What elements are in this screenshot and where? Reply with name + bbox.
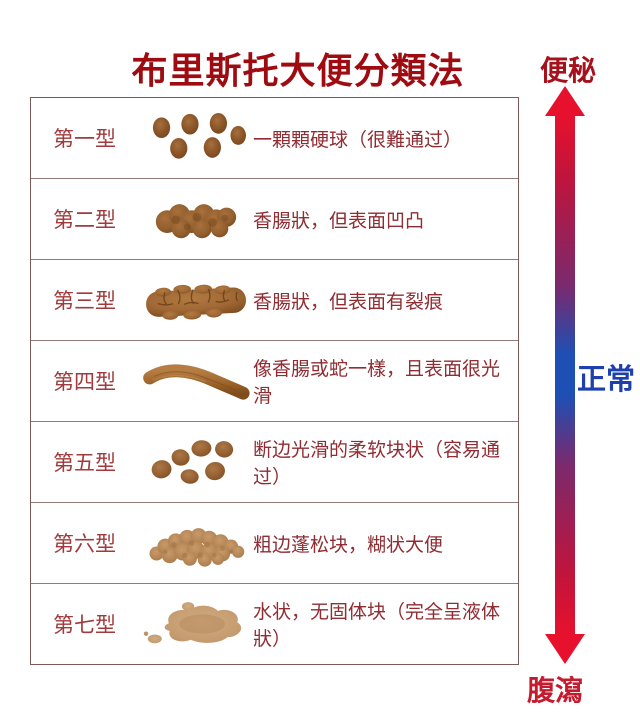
type-label: 第五型 [53, 452, 116, 475]
lumpy-sausage-icon [139, 192, 253, 246]
table-row-type-3: 第三型 [31, 260, 518, 341]
type-description: 断边光滑的柔软块状（容易通过） [253, 440, 501, 488]
type-label: 第三型 [53, 290, 116, 313]
fluffy-mush-icon [139, 517, 253, 569]
severity-scale-arrow [545, 86, 585, 664]
type-label: 第六型 [53, 533, 116, 556]
type-label: 第一型 [53, 128, 116, 151]
table-row-type-5: 第五型 断边光滑的柔软块状（容易通过） [31, 422, 518, 503]
stool-type-2-illustration [155, 204, 237, 239]
stool-type-table: 第一型 一顆顆硬球（很難通过） 第二型 [30, 97, 519, 665]
table-row-type-6: 第六型 [31, 503, 518, 584]
type-label: 第二型 [53, 209, 116, 232]
type-description: 像香腸或蛇一樣，且表面很光滑 [253, 359, 501, 407]
diarrhea-label: 腹瀉 [527, 675, 584, 706]
type-description: 粗边蓬松块，糊状大便 [253, 534, 444, 556]
arrow-up-icon [545, 86, 585, 116]
table-row-type-1: 第一型 一顆顆硬球（很難通过） [31, 98, 518, 179]
normal-label: 正常 [577, 364, 636, 396]
stool-type-5-illustration [151, 440, 234, 484]
cracked-sausage-icon [139, 274, 253, 326]
page-title: 布里斯托大便分類法 [131, 50, 465, 91]
stool-type-7-illustration [143, 602, 242, 644]
soft-blobs-icon [139, 433, 253, 491]
type-description: 水状，无固体块（完全呈液体狀） [253, 602, 501, 650]
stool-type-1-illustration [152, 113, 246, 159]
type-description: 一顆顆硬球（很難通过） [253, 129, 463, 151]
table-row-type-4: 第四型 像香腸或蛇一樣，且表面很光滑 [31, 341, 518, 422]
gradient-arrow-shaft [555, 114, 575, 636]
hard-balls-icon [139, 109, 253, 167]
type-description: 香腸狀，但表面有裂痕 [253, 291, 444, 313]
type-label: 第四型 [53, 371, 116, 394]
table-row-type-7: 第七型 水状，无固体块（完全呈液体狀） [31, 584, 518, 664]
type-description: 香腸狀，但表面凹凸 [253, 210, 425, 232]
table-row-type-2: 第二型 香腸狀，但表面凹凸 [31, 179, 518, 260]
stool-type-6-illustration [149, 528, 245, 567]
stool-type-4-illustration [143, 364, 250, 400]
liquid-puddle-icon [139, 596, 253, 652]
type-label: 第七型 [53, 614, 116, 637]
stool-type-3-illustration [146, 284, 246, 320]
arrow-down-icon [545, 634, 585, 664]
constipation-label: 便秘 [540, 55, 597, 86]
smooth-sausage-icon [139, 356, 253, 406]
